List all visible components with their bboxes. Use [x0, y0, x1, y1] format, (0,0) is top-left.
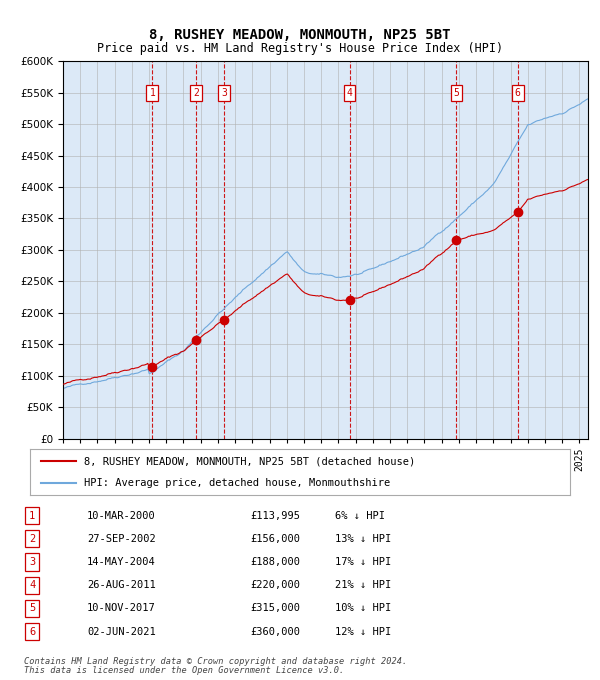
- Text: 27-SEP-2002: 27-SEP-2002: [87, 534, 155, 544]
- Text: £315,000: £315,000: [250, 603, 300, 613]
- Text: 26-AUG-2011: 26-AUG-2011: [87, 580, 155, 590]
- Text: 12% ↓ HPI: 12% ↓ HPI: [335, 627, 391, 636]
- Text: This data is licensed under the Open Government Licence v3.0.: This data is licensed under the Open Gov…: [24, 666, 344, 675]
- Text: £188,000: £188,000: [250, 557, 300, 567]
- Text: 6: 6: [29, 627, 35, 636]
- Text: £360,000: £360,000: [250, 627, 300, 636]
- Text: 02-JUN-2021: 02-JUN-2021: [87, 627, 155, 636]
- Text: £113,995: £113,995: [250, 511, 300, 521]
- Text: 10-MAR-2000: 10-MAR-2000: [87, 511, 155, 521]
- Text: 5: 5: [454, 88, 460, 99]
- Text: 21% ↓ HPI: 21% ↓ HPI: [335, 580, 391, 590]
- Text: 3: 3: [29, 557, 35, 567]
- Text: 6% ↓ HPI: 6% ↓ HPI: [335, 511, 385, 521]
- Text: Contains HM Land Registry data © Crown copyright and database right 2024.: Contains HM Land Registry data © Crown c…: [24, 657, 407, 666]
- Text: 13% ↓ HPI: 13% ↓ HPI: [335, 534, 391, 544]
- Text: 2: 2: [193, 88, 199, 99]
- Text: 2: 2: [29, 534, 35, 544]
- Text: 8, RUSHEY MEADOW, MONMOUTH, NP25 5BT: 8, RUSHEY MEADOW, MONMOUTH, NP25 5BT: [149, 28, 451, 41]
- Text: 4: 4: [347, 88, 353, 99]
- Text: £220,000: £220,000: [250, 580, 300, 590]
- Text: Price paid vs. HM Land Registry's House Price Index (HPI): Price paid vs. HM Land Registry's House …: [97, 42, 503, 56]
- Text: 17% ↓ HPI: 17% ↓ HPI: [335, 557, 391, 567]
- Text: 3: 3: [221, 88, 227, 99]
- Text: 14-MAY-2004: 14-MAY-2004: [87, 557, 155, 567]
- Text: 10% ↓ HPI: 10% ↓ HPI: [335, 603, 391, 613]
- Text: 1: 1: [29, 511, 35, 521]
- Text: 8, RUSHEY MEADOW, MONMOUTH, NP25 5BT (detached house): 8, RUSHEY MEADOW, MONMOUTH, NP25 5BT (de…: [84, 456, 415, 466]
- Text: 4: 4: [29, 580, 35, 590]
- Text: 10-NOV-2017: 10-NOV-2017: [87, 603, 155, 613]
- Text: 5: 5: [29, 603, 35, 613]
- Text: 6: 6: [515, 88, 521, 99]
- Text: 1: 1: [149, 88, 155, 99]
- Text: £156,000: £156,000: [250, 534, 300, 544]
- Text: HPI: Average price, detached house, Monmouthshire: HPI: Average price, detached house, Monm…: [84, 477, 390, 488]
